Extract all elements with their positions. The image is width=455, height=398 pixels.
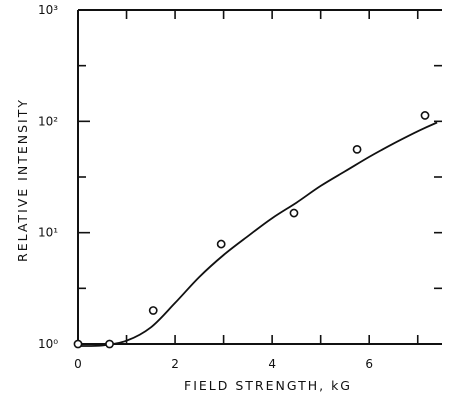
x-tick-label: 4 (268, 357, 276, 371)
data-point (289, 208, 299, 218)
fit-curve-line (77, 121, 438, 347)
x-axis-label: FIELD STRENGTH, kG (184, 378, 352, 393)
y-tick-label: 10⁰ (38, 337, 58, 351)
y-axis-label: RELATIVE INTENSITY (15, 98, 30, 262)
x-tick-label: 0 (74, 357, 82, 371)
data-point (105, 339, 114, 349)
data-point (148, 306, 158, 315)
x-tick-label: 2 (171, 357, 179, 371)
data-point (216, 239, 226, 249)
x-tick-label: 6 (365, 357, 373, 371)
data-point (420, 111, 430, 120)
y-tick-label: 10² (38, 114, 58, 128)
y-tick-label: 10¹ (38, 226, 58, 240)
data-point (73, 339, 83, 349)
data-point (352, 144, 362, 154)
y-tick-label: 10³ (38, 3, 58, 17)
